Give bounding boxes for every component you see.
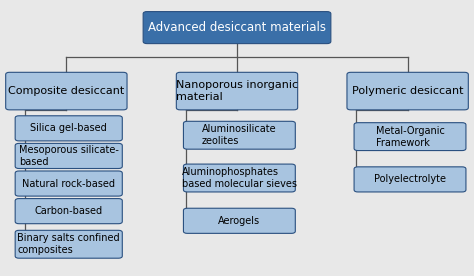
FancyBboxPatch shape: [6, 72, 127, 110]
FancyBboxPatch shape: [183, 208, 295, 233]
Text: Polymeric desiccant: Polymeric desiccant: [352, 86, 464, 96]
FancyBboxPatch shape: [15, 230, 122, 258]
FancyBboxPatch shape: [176, 72, 298, 110]
FancyBboxPatch shape: [15, 199, 122, 224]
FancyBboxPatch shape: [15, 143, 122, 168]
FancyBboxPatch shape: [15, 171, 122, 196]
FancyBboxPatch shape: [347, 72, 468, 110]
Text: Advanced desiccant materials: Advanced desiccant materials: [148, 21, 326, 34]
Text: Aluminophosphates
based molecular sieves: Aluminophosphates based molecular sieves: [182, 167, 297, 189]
FancyBboxPatch shape: [354, 123, 466, 151]
Text: Metal-Organic
Framework: Metal-Organic Framework: [375, 126, 445, 148]
Text: Aerogels: Aerogels: [219, 216, 260, 226]
Text: Carbon-based: Carbon-based: [35, 206, 103, 216]
Text: Mesoporous silicate-
based: Mesoporous silicate- based: [19, 145, 118, 167]
Text: Natural rock-based: Natural rock-based: [22, 179, 115, 189]
FancyBboxPatch shape: [354, 167, 466, 192]
FancyBboxPatch shape: [15, 116, 122, 141]
Text: Polyelectrolyte: Polyelectrolyte: [374, 174, 446, 184]
Text: Binary salts confined
composites: Binary salts confined composites: [18, 233, 120, 255]
FancyBboxPatch shape: [143, 12, 331, 44]
Text: Aluminosilicate
zeolites: Aluminosilicate zeolites: [202, 124, 277, 146]
FancyBboxPatch shape: [183, 121, 295, 149]
Text: Nanoporous inorganic
material: Nanoporous inorganic material: [176, 80, 298, 102]
Text: Composite desiccant: Composite desiccant: [8, 86, 125, 96]
FancyBboxPatch shape: [183, 164, 295, 192]
Text: Silica gel-based: Silica gel-based: [30, 123, 107, 133]
